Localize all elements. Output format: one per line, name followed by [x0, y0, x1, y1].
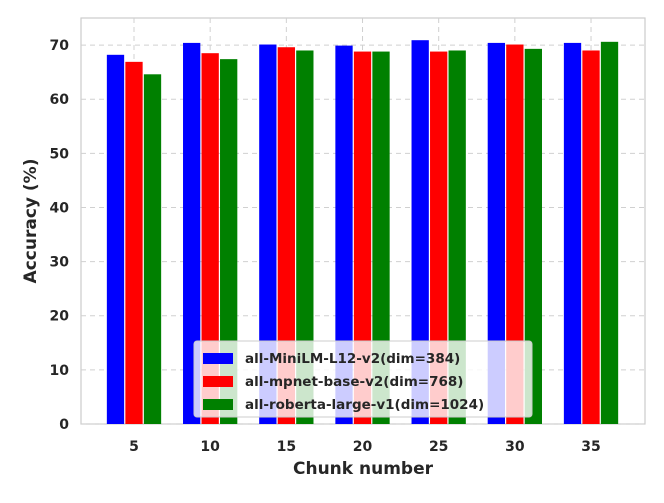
- y-tick-label: 60: [50, 92, 70, 108]
- x-tick-label: 20: [353, 439, 373, 455]
- y-tick-label: 30: [50, 255, 70, 271]
- bar: [106, 54, 125, 424]
- x-tick-label: 25: [429, 439, 448, 455]
- x-tick-label: 10: [200, 439, 220, 455]
- legend-label: all-MiniLM-L12-v2(dim=384): [245, 351, 460, 367]
- bar: [372, 51, 390, 424]
- bar: [524, 48, 542, 425]
- y-axis-label: Accuracy (%): [21, 159, 41, 284]
- x-tick-label: 30: [505, 439, 525, 455]
- bar: [335, 45, 353, 424]
- legend-swatch: [203, 399, 233, 410]
- x-axis-label: Chunk number: [293, 459, 434, 479]
- x-tick-label: 35: [581, 439, 600, 455]
- y-tick-label: 50: [50, 146, 70, 162]
- bar: [600, 41, 619, 425]
- bar: [487, 42, 505, 424]
- bar: [582, 50, 600, 424]
- bar: [563, 42, 582, 424]
- y-tick-label: 10: [50, 363, 70, 379]
- bar: [220, 59, 238, 425]
- bar: [143, 74, 162, 424]
- legend-swatch: [203, 353, 233, 364]
- legend: all-MiniLM-L12-v2(dim=384) all-mpnet-base…: [193, 340, 533, 418]
- y-tick-label: 70: [50, 38, 70, 54]
- bars: [106, 40, 619, 425]
- legend-box: [193, 340, 533, 418]
- bar: [183, 42, 201, 424]
- bar: [125, 61, 143, 425]
- x-axis-ticks: 5 10 15 20 25 30 35: [129, 439, 601, 455]
- legend-label: all-mpnet-base-v2(dim=768): [245, 374, 463, 390]
- bar: [411, 40, 429, 424]
- legend-label: all-roberta-large-v1(dim=1024): [245, 397, 484, 413]
- x-tick-label: 15: [277, 439, 296, 455]
- y-axis-ticks: 0 10 20 30 40 50 60 70: [50, 38, 70, 433]
- x-tick-label: 5: [129, 439, 139, 455]
- bar: [353, 51, 372, 424]
- bar: [259, 44, 277, 425]
- y-tick-label: 40: [50, 200, 70, 216]
- bar: [277, 47, 295, 425]
- bar: [430, 51, 448, 424]
- y-tick-label: 20: [50, 309, 70, 325]
- y-tick-label: 0: [59, 417, 69, 433]
- bar: [296, 50, 314, 424]
- legend-swatch: [203, 376, 233, 387]
- bar: [506, 44, 524, 425]
- bar: [448, 50, 466, 424]
- bar: [201, 53, 219, 424]
